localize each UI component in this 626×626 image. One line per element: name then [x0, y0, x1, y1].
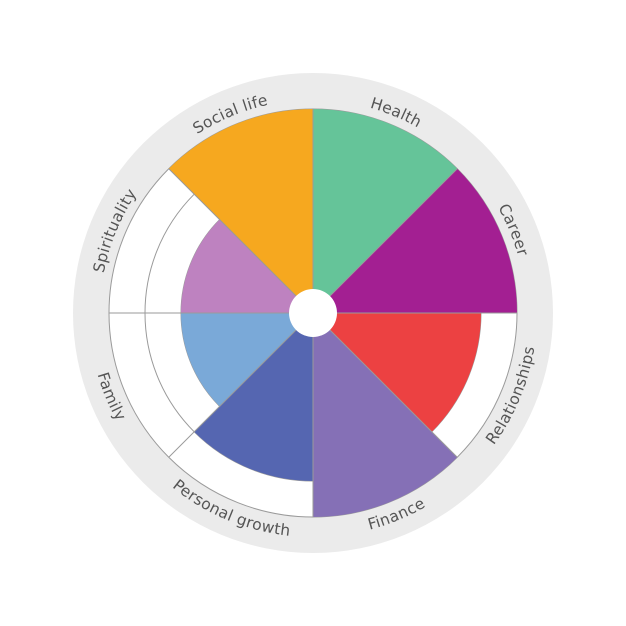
- wedge-family: [181, 313, 313, 407]
- wedge-relationships: [313, 313, 481, 432]
- center-hub: [289, 289, 337, 337]
- segment-dividers: [109, 109, 517, 517]
- divider-line: [329, 168, 458, 297]
- wedge-career: [313, 168, 517, 313]
- wedge-health: [313, 109, 458, 313]
- divider-line: [168, 168, 297, 297]
- wedge-personal-growth: [194, 313, 313, 481]
- wedge-social-life: [168, 109, 313, 313]
- divider-line: [168, 329, 297, 458]
- divider-line: [329, 329, 458, 458]
- wedge-finance: [313, 313, 458, 517]
- segment-wedges: [168, 109, 517, 517]
- wedge-spirituality: [181, 219, 313, 313]
